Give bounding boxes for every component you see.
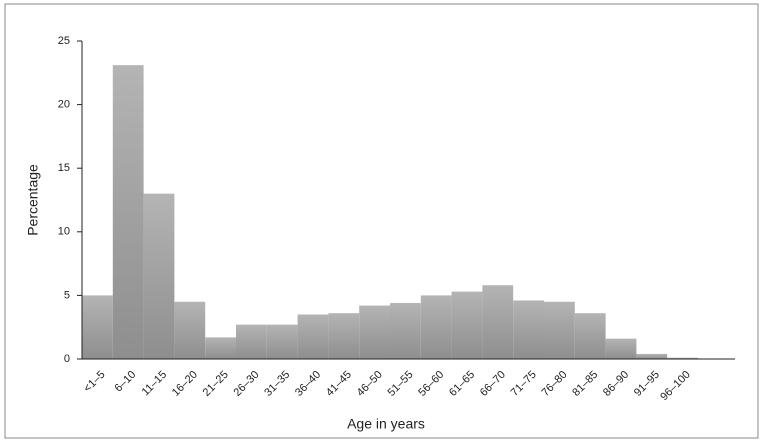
x-tick-label: 46–50 [355, 369, 385, 399]
bar [390, 303, 421, 359]
x-tick-label: 26–30 [231, 369, 261, 399]
x-tick-label: 61–65 [447, 369, 477, 399]
x-tick-label: 41–45 [324, 369, 354, 399]
x-tick-label: 31–35 [262, 369, 292, 399]
y-tick-label: 25 [58, 35, 70, 47]
bar [359, 305, 390, 359]
x-tick-label: 21–25 [201, 369, 231, 399]
x-tick-label: 51–55 [385, 369, 415, 399]
frame [4, 3, 759, 439]
y-tick-label: 15 [58, 162, 70, 174]
bar [297, 314, 329, 359]
bar [574, 313, 606, 359]
x-tick-label: 81–85 [570, 369, 600, 399]
x-axis-title: Age in years [347, 416, 425, 432]
x-tick-label: 86–90 [601, 369, 631, 399]
bar [266, 324, 298, 359]
bar [636, 353, 668, 359]
x-tick-label: 96–100 [658, 369, 692, 403]
x-tick-label: 71–75 [509, 369, 539, 399]
x-tick-label: 16–20 [170, 369, 200, 399]
y-tick-label: 10 [58, 226, 70, 238]
bar [328, 313, 360, 359]
y-tick-label: 0 [64, 353, 70, 365]
bar [236, 324, 267, 359]
x-tick-label: 66–70 [478, 369, 508, 399]
bar [174, 301, 206, 359]
bar [112, 65, 144, 359]
bar [605, 338, 637, 359]
x-tick-label: 56–60 [416, 369, 446, 399]
x-tick-label: 6–10 [113, 369, 139, 395]
bar [667, 357, 698, 359]
x-tick-label: 36–40 [293, 369, 323, 399]
y-tick-label: 5 [64, 289, 70, 301]
bar [82, 295, 113, 359]
bar [482, 285, 514, 359]
y-axis-title: Percentage [25, 164, 41, 236]
y-tick-label: 20 [58, 99, 70, 111]
x-tick-label: 76–80 [539, 369, 569, 399]
bar [420, 295, 452, 359]
x-tick-label: <1–5 [82, 369, 108, 395]
bar [205, 337, 236, 359]
bar [451, 291, 483, 359]
bar [513, 300, 544, 359]
bar [544, 301, 575, 359]
bar [143, 193, 175, 359]
x-tick-label: 11–15 [140, 369, 170, 399]
